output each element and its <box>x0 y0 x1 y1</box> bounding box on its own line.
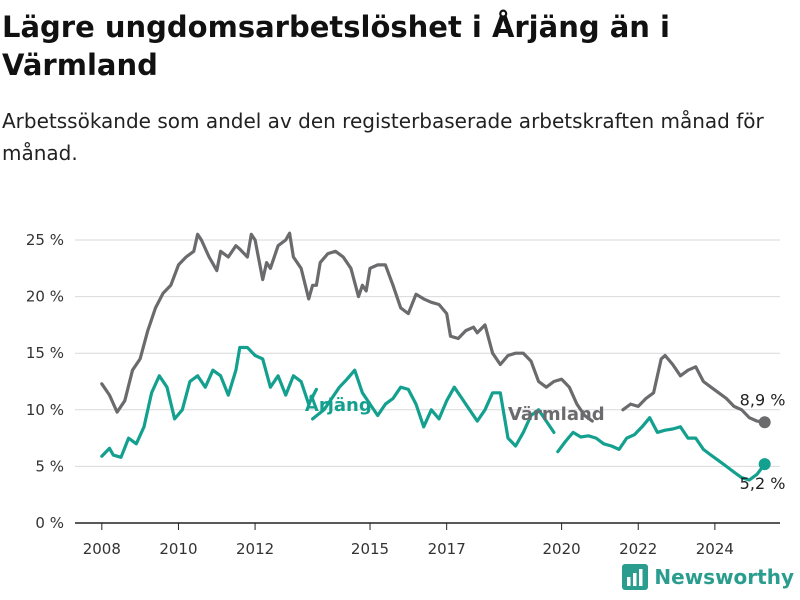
series-line-arjang <box>100 345 318 459</box>
grid-lines <box>75 239 780 524</box>
y-tick-label: 20 % <box>26 288 64 306</box>
y-tick-label: 15 % <box>26 344 64 362</box>
y-tick-label: 0 % <box>35 514 64 532</box>
x-tick-label: 2012 <box>236 540 274 558</box>
end-label-varmland: 8,9 % <box>740 390 786 409</box>
newsworthy-logo: Newsworthy <box>622 562 794 592</box>
chart-subtitle: Arbetssökande som andel av den registerb… <box>2 109 764 165</box>
x-tick-label: 2015 <box>351 540 389 558</box>
series-lines <box>100 231 771 482</box>
y-tick-label: 5 % <box>35 457 64 475</box>
x-tick-label: 2017 <box>428 540 466 558</box>
series-line-arjang <box>311 368 556 448</box>
bar-chart-logo-icon <box>622 564 649 590</box>
x-tick-label: 2024 <box>696 540 734 558</box>
y-tick-label: 10 % <box>26 401 64 419</box>
end-label-arjang: 5,2 % <box>740 474 786 493</box>
y-axis: 0 % 5 % 10 % 15 % 20 % 25 % <box>26 231 64 532</box>
series-line-varmland <box>621 353 767 424</box>
series-line-arjang <box>556 416 767 482</box>
series-line-varmland <box>100 231 594 423</box>
end-point-varmland <box>758 416 771 429</box>
chart-title: Lägre ungdomsarbetslöshet i Årjäng än i … <box>2 10 670 82</box>
x-tick-label: 2010 <box>159 540 197 558</box>
series-label-varmland: Värmland <box>508 404 605 425</box>
brand-name: Newsworthy <box>654 565 794 589</box>
series-labels: 8,9 % 5,2 % Värmland Årjäng <box>305 390 786 493</box>
x-tick-label: 2008 <box>83 540 121 558</box>
y-tick-label: 25 % <box>26 231 64 249</box>
end-point-arjang <box>758 458 771 471</box>
series-label-arjang: Årjäng <box>305 393 372 416</box>
x-tick-label: 2020 <box>543 540 581 558</box>
x-axis: 2008 2010 2012 2015 2017 2020 2022 2024 <box>83 523 734 558</box>
x-tick-label: 2022 <box>619 540 657 558</box>
